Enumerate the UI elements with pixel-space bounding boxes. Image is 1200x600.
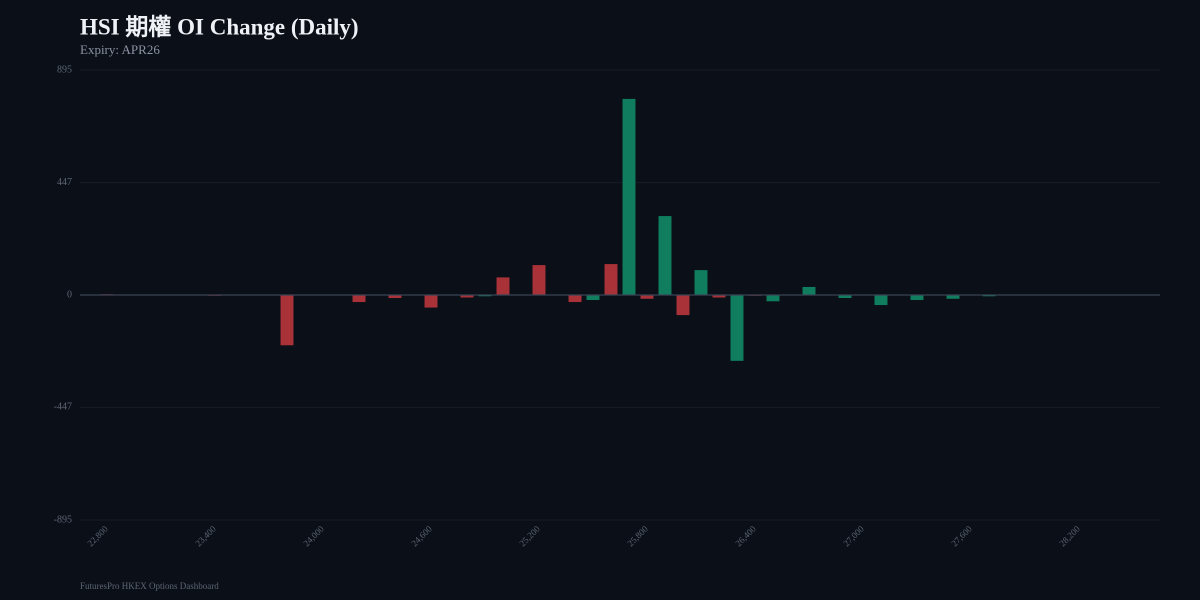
bar: [982, 295, 996, 297]
bar: [280, 295, 294, 346]
y-tick-label: 447: [57, 177, 72, 188]
bar: [640, 295, 654, 299]
footer: FuturesPro HKEX Options Dashboard: [80, 581, 219, 591]
bar: [622, 98, 636, 295]
y-tick-label: 895: [57, 64, 72, 75]
bar: [694, 270, 708, 295]
bar: [712, 295, 726, 298]
bar: [568, 295, 582, 303]
chart-subtitle: Expiry: APR26: [80, 42, 160, 57]
bar: [766, 295, 780, 302]
bar: [802, 286, 816, 295]
bar: [460, 295, 474, 298]
bar: [604, 264, 618, 295]
bar: [496, 277, 510, 295]
bar: [946, 295, 960, 299]
bar: [838, 295, 852, 299]
chart-title: HSI 期權 OI Change (Daily): [80, 13, 359, 39]
bar: [352, 295, 366, 303]
y-tick-label: 0: [67, 289, 72, 300]
bar: [478, 295, 492, 297]
bar: [730, 295, 744, 361]
bar: [586, 295, 600, 301]
y-tick-label: -895: [54, 514, 72, 525]
bar: [676, 295, 690, 316]
y-tick-label: -447: [54, 402, 72, 413]
bar: [874, 295, 888, 306]
bar: [910, 295, 924, 301]
bar: [424, 295, 438, 308]
bar: [532, 265, 546, 295]
bar: [388, 295, 402, 299]
bar: [658, 216, 672, 295]
